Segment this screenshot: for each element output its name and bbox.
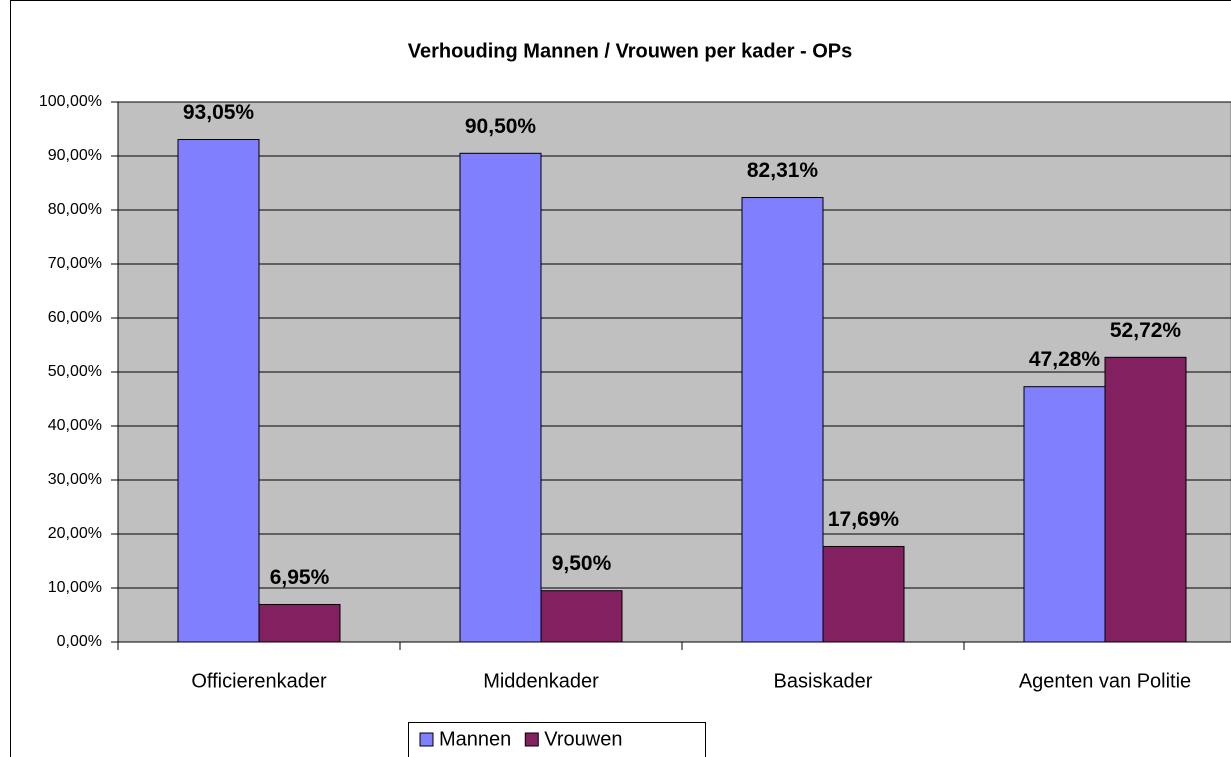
bar xyxy=(540,590,623,643)
bar xyxy=(459,152,542,643)
y-tick-label: 40,00% xyxy=(48,417,102,434)
legend-swatch xyxy=(419,732,434,747)
y-tick-label: 70,00% xyxy=(48,255,102,272)
chart-title: Verhouding Mannen / Vrouwen per kader - … xyxy=(408,40,853,62)
y-tick-label: 60,00% xyxy=(48,309,102,326)
y-tick-label: 100,00% xyxy=(39,93,102,110)
bar xyxy=(258,603,341,643)
y-tick-label: 0,00% xyxy=(57,633,102,650)
bar xyxy=(1023,386,1106,643)
x-tick-label: Middenkader xyxy=(483,670,599,692)
y-tick-label: 30,00% xyxy=(48,471,102,488)
value-label: 90,50% xyxy=(465,115,537,138)
x-tick-label: Basiskader xyxy=(774,670,873,692)
x-tick-label: Agenten van Politie xyxy=(1019,670,1191,692)
legend-label: Mannen xyxy=(439,728,511,750)
y-tick-label: 80,00% xyxy=(48,201,102,218)
legend-box xyxy=(408,722,706,757)
value-label: 9,50% xyxy=(552,552,612,575)
y-tick-label: 50,00% xyxy=(48,363,102,380)
value-label: 82,31% xyxy=(747,159,819,182)
value-label: 93,05% xyxy=(183,101,255,124)
bar xyxy=(741,197,824,643)
bar xyxy=(1104,356,1187,643)
y-tick-label: 90,00% xyxy=(48,147,102,164)
value-label: 6,95% xyxy=(270,566,330,589)
value-label: 47,28% xyxy=(1029,348,1101,371)
legend-swatch xyxy=(524,732,539,747)
x-tick-label: Officierenkader xyxy=(191,670,327,692)
bar xyxy=(177,139,260,643)
bar xyxy=(822,545,905,643)
value-label: 52,72% xyxy=(1110,319,1182,342)
y-tick-label: 10,00% xyxy=(48,579,102,596)
value-label: 17,69% xyxy=(828,508,900,531)
y-tick-label: 20,00% xyxy=(48,525,102,542)
legend-label: Vrouwen xyxy=(544,728,622,750)
